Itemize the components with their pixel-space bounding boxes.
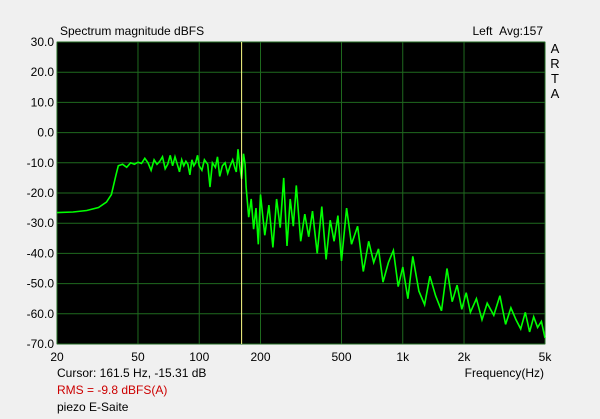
y-tick-label: 30.0: [31, 35, 55, 49]
x-axis-tick-labels: 20 50 100 200 500 1k 2k 5k: [50, 350, 552, 364]
y-tick-label: -10.0: [27, 156, 55, 170]
y-tick-label: -40.0: [27, 246, 55, 260]
x-tick-label: 100: [189, 350, 209, 364]
y-tick-label: 0.0: [37, 126, 54, 140]
y-axis-tick-labels: 30.0 20.0 10.0 0.0 -10.0 -20.0 -30.0 -40.0 -50.0…: [27, 35, 55, 351]
channel-label: Left: [472, 24, 493, 38]
measurement-note: piezo E-Saite: [57, 400, 129, 414]
brand-letter: A: [550, 41, 560, 56]
y-tick-label: 20.0: [31, 65, 55, 79]
brand-letter: R: [550, 56, 560, 71]
spectrum-trace: [56, 149, 546, 339]
brand-letter: A: [550, 86, 560, 101]
cursor-readout: Cursor: 161.5 Hz, -15.31 dB: [57, 366, 207, 380]
average-count: Avg:157: [499, 24, 543, 38]
x-tick-label: 50: [131, 350, 145, 364]
y-tick-label: -60.0: [27, 307, 55, 321]
chart-title: Spectrum magnitude dBFS: [60, 24, 205, 38]
y-tick-label: -30.0: [27, 216, 55, 230]
x-tick-label: 200: [250, 350, 270, 364]
channel-average-status: Left Avg:157: [472, 24, 543, 38]
x-axis-label: Frequency(Hz): [464, 366, 544, 380]
x-tick-label: 500: [331, 350, 351, 364]
grid-lines: [56, 41, 546, 345]
x-tick-label: 5k: [539, 350, 553, 364]
arta-logo: A R T A: [548, 41, 562, 101]
rms-readout: RMS = -9.8 dBFS(A): [57, 383, 168, 397]
x-tick-label: 2k: [458, 350, 472, 364]
x-tick-label: 20: [50, 350, 64, 364]
y-tick-label: -70.0: [27, 337, 55, 351]
x-tick-label: 1k: [396, 350, 410, 364]
y-tick-label: -50.0: [27, 277, 55, 291]
y-tick-label: 10.0: [31, 95, 55, 109]
brand-letter: T: [551, 71, 559, 86]
y-tick-label: -20.0: [27, 186, 55, 200]
